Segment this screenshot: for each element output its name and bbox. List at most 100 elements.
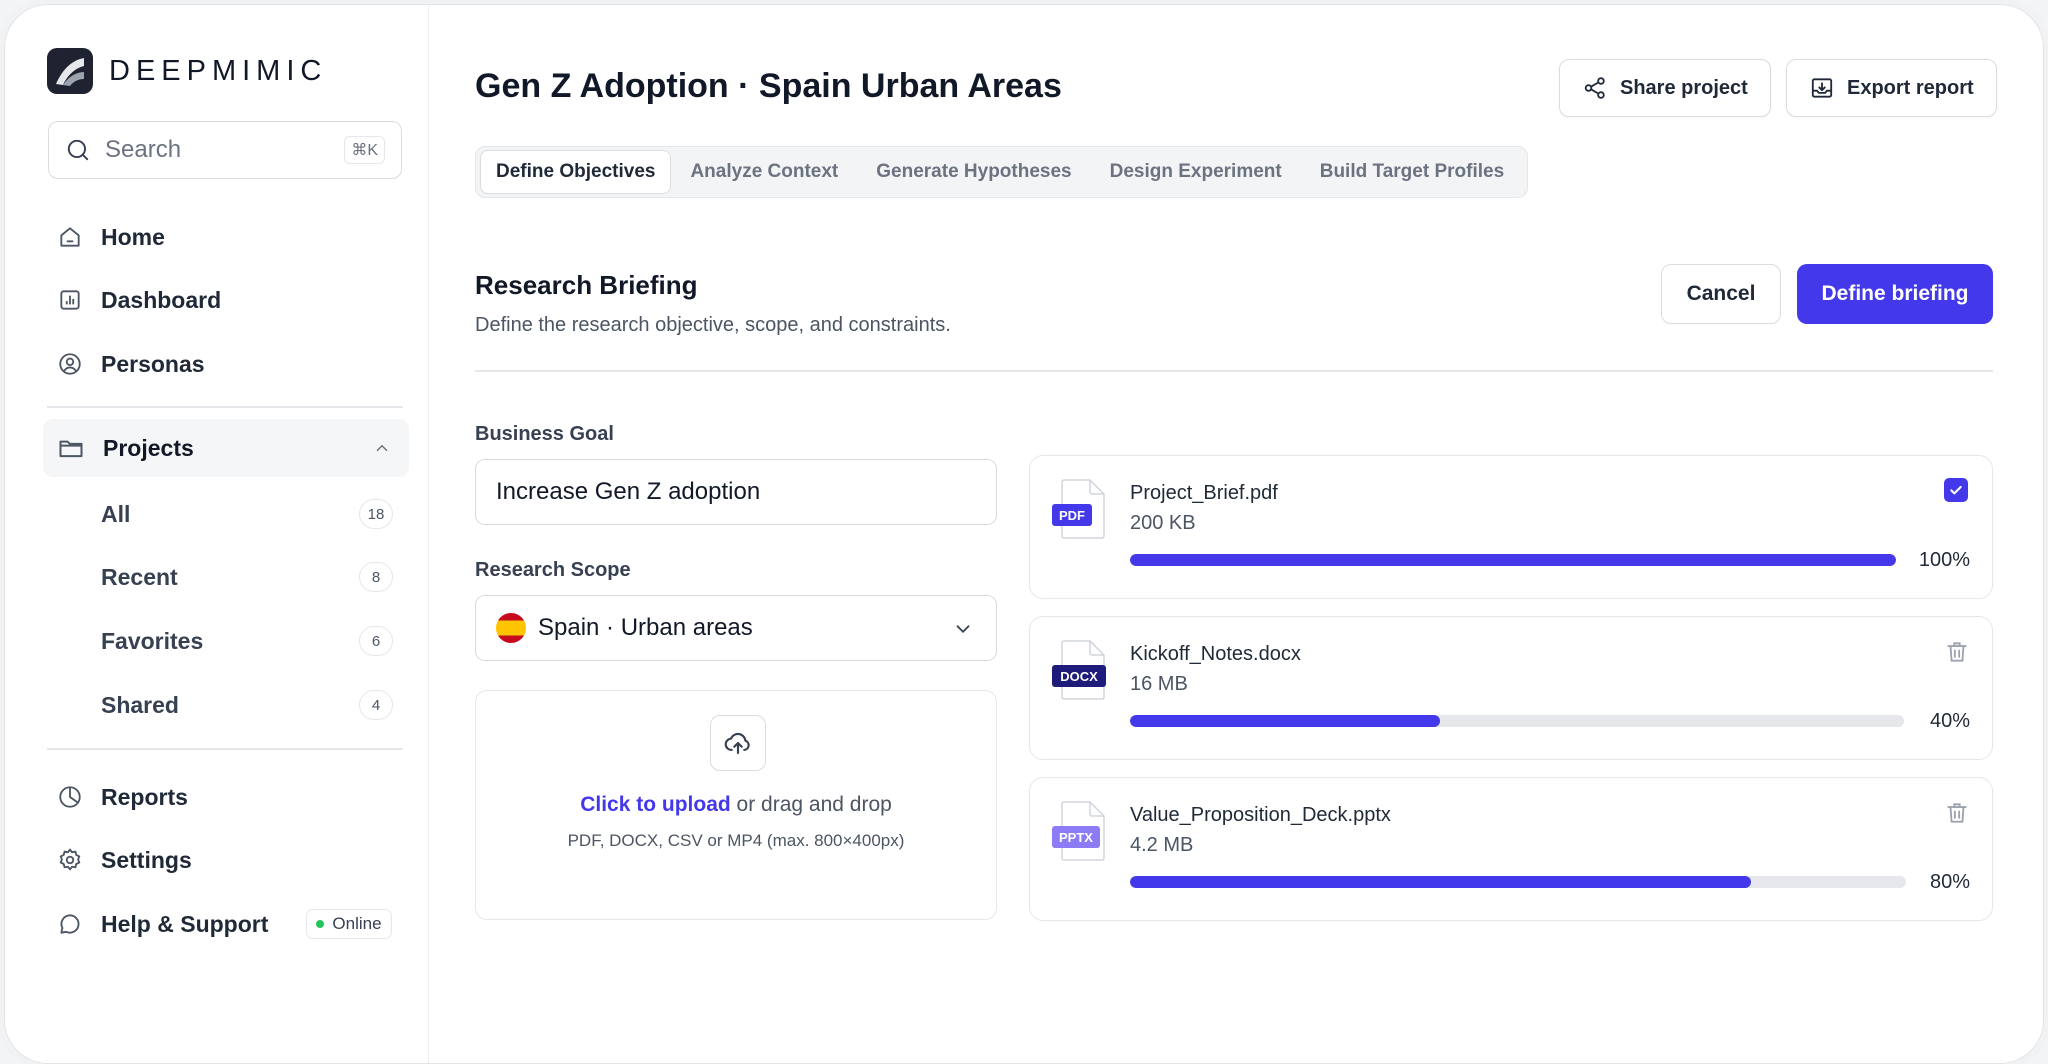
progress-fill	[1130, 876, 1751, 888]
step-tabs: Define Objectives Analyze Context Genera…	[475, 146, 1529, 198]
button-label: Export report	[1847, 76, 1974, 99]
file-pptx-icon: PPTX	[1052, 801, 1105, 861]
logo-mark-icon	[47, 48, 93, 94]
spain-flag-icon	[496, 613, 526, 643]
user-circle-icon	[59, 353, 81, 375]
progress-percent: 100%	[1918, 549, 1970, 571]
file-pdf-icon: PDF	[1052, 479, 1105, 539]
sidebar-subitem-shared[interactable]: Shared 4	[101, 688, 393, 722]
sidebar-item-personas[interactable]: Personas	[57, 344, 205, 384]
sidebar-item-dashboard[interactable]: Dashboard	[57, 280, 221, 320]
selected-checkbox[interactable]	[1944, 478, 1970, 504]
chevron-up-icon[interactable]	[373, 439, 391, 457]
count-badge: 4	[359, 690, 393, 720]
sidebar-subitem-recent[interactable]: Recent 8	[101, 560, 393, 594]
search-placeholder: Search	[105, 136, 182, 163]
subitem-label: Shared	[101, 691, 179, 718]
share-project-button[interactable]: Share project	[1559, 59, 1771, 117]
business-goal-input[interactable]: Increase Gen Z adoption	[475, 459, 997, 525]
button-label: Share project	[1620, 76, 1748, 99]
business-goal-label: Business Goal	[475, 423, 614, 445]
online-dot-icon	[316, 920, 325, 928]
sidebar-item-label: Dashboard	[101, 286, 222, 313]
sidebar-item-label: Projects	[103, 434, 194, 461]
section-title: Research Briefing	[475, 270, 698, 300]
search-input[interactable]: Search ⌘K	[48, 121, 402, 179]
tab-analyze-context[interactable]: Analyze Context	[690, 161, 839, 182]
file-card: PDF Project_Brief.pdf 200 KB 100%	[1029, 455, 1993, 599]
cancel-button[interactable]: Cancel	[1661, 264, 1781, 324]
progress-percent: 40%	[1929, 710, 1970, 732]
trash-icon[interactable]	[1944, 800, 1970, 826]
file-name: Kickoff_Notes.docx	[1130, 643, 1301, 665]
subitem-label: All	[101, 500, 131, 527]
sidebar-item-label: Personas	[101, 350, 205, 377]
research-scope-label: Research Scope	[475, 559, 631, 581]
sidebar-item-label: Help & Support	[101, 910, 269, 937]
sidebar: DEEPMIMIC Search ⌘K Home Dashboard Perso…	[5, 5, 429, 1063]
sidebar-item-reports[interactable]: Reports	[57, 777, 188, 817]
tab-design-experiment[interactable]: Design Experiment	[1109, 161, 1282, 182]
export-icon	[1811, 78, 1833, 98]
tab-define-objectives[interactable]: Define Objectives	[480, 150, 672, 194]
sidebar-item-settings[interactable]: Settings	[57, 840, 192, 880]
count-badge: 8	[359, 562, 393, 592]
app-window: DEEPMIMIC Search ⌘K Home Dashboard Perso…	[4, 4, 2044, 1064]
research-scope-select[interactable]: Spain · Urban areas	[475, 595, 997, 661]
section-description: Define the research objective, scope, an…	[475, 314, 951, 336]
sidebar-item-label: Home	[101, 223, 165, 250]
tab-generate-hypotheses[interactable]: Generate Hypotheses	[876, 161, 1072, 182]
file-size: 200 KB	[1130, 512, 1196, 534]
file-card: DOCX Kickoff_Notes.docx 16 MB 40%	[1029, 616, 1993, 760]
progress-fill	[1130, 715, 1440, 727]
progress-bar	[1130, 554, 1896, 566]
sidebar-item-label: Settings	[101, 846, 192, 873]
sidebar-item-help[interactable]: Help & Support Online	[57, 904, 392, 944]
file-type-label: PPTX	[1059, 830, 1093, 845]
folder-icon	[59, 440, 83, 458]
file-type-label: PDF	[1059, 508, 1085, 523]
export-report-button[interactable]: Export report	[1786, 59, 1997, 117]
trash-icon[interactable]	[1944, 639, 1970, 665]
sidebar-divider	[47, 748, 403, 750]
subitem-label: Recent	[101, 563, 178, 590]
progress-percent: 80%	[1929, 871, 1970, 893]
count-badge: 18	[359, 499, 393, 529]
search-shortcut: ⌘K	[344, 136, 385, 164]
file-size: 4.2 MB	[1130, 834, 1194, 856]
count-badge: 6	[359, 626, 393, 656]
status-badge: Online	[306, 909, 392, 939]
pie-chart-icon	[59, 786, 81, 808]
tab-build-target-profiles[interactable]: Build Target Profiles	[1319, 161, 1505, 182]
sidebar-item-home[interactable]: Home	[57, 217, 165, 257]
sidebar-subitem-favorites[interactable]: Favorites 6	[101, 624, 393, 658]
define-briefing-button[interactable]: Define briefing	[1797, 264, 1993, 324]
input-value: Increase Gen Z adoption	[496, 478, 761, 505]
sidebar-divider	[47, 406, 403, 408]
chevron-down-icon	[956, 625, 970, 634]
sidebar-item-projects[interactable]: Projects	[43, 419, 409, 477]
file-size: 16 MB	[1130, 673, 1188, 695]
search-icon	[67, 139, 89, 161]
gear-icon	[59, 848, 81, 871]
file-card: PPTX Value_Proposition_Deck.pptx 4.2 MB …	[1029, 777, 1993, 921]
section-divider	[475, 370, 1993, 372]
checkmark-icon	[1944, 478, 1968, 502]
chart-icon	[60, 290, 80, 310]
file-name: Project_Brief.pdf	[1130, 482, 1278, 504]
progress-bar	[1130, 715, 1904, 727]
file-docx-icon: DOCX	[1052, 640, 1106, 700]
sidebar-subitem-all[interactable]: All 18	[101, 497, 393, 531]
share-icon	[1584, 77, 1605, 99]
sidebar-item-label: Reports	[101, 783, 188, 810]
brand-logo[interactable]: DEEPMIMIC	[47, 48, 327, 94]
home-icon	[60, 227, 80, 247]
click-to-upload-link[interactable]: Click to upload	[580, 793, 731, 816]
file-type-label: DOCX	[1060, 669, 1098, 684]
select-value: Spain · Urban areas	[538, 614, 753, 641]
file-name: Value_Proposition_Deck.pptx	[1130, 804, 1391, 826]
upload-cloud-icon	[710, 715, 766, 771]
progress-bar	[1130, 876, 1906, 888]
chat-bubble-icon	[60, 914, 80, 934]
file-dropzone[interactable]: Click to upload or drag and drop PDF, DO…	[475, 690, 997, 920]
